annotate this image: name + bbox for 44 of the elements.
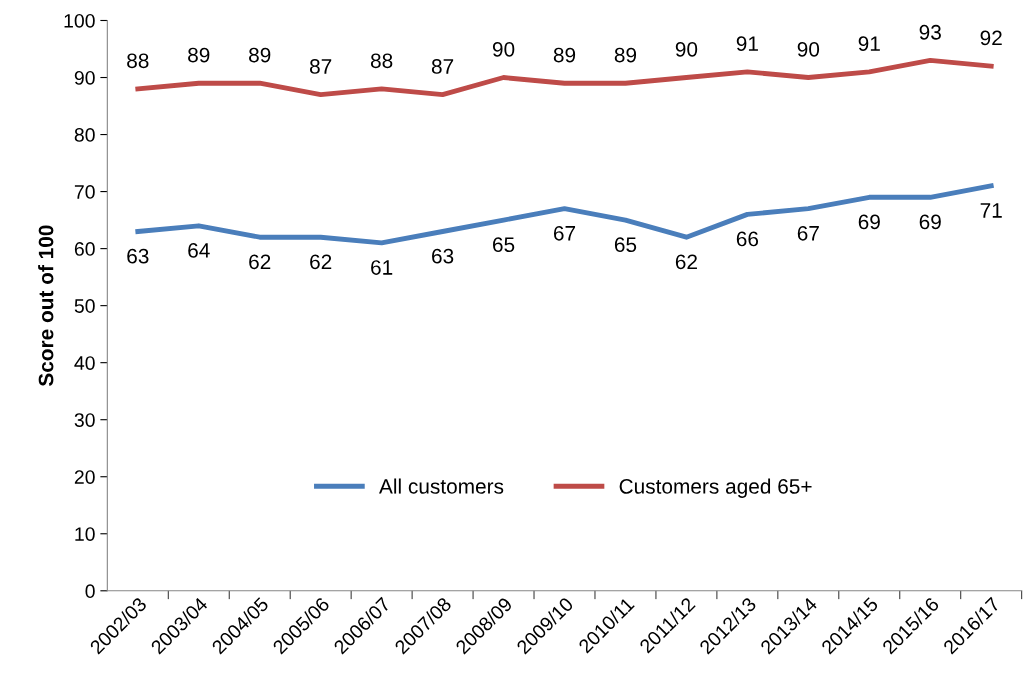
- y-tick-label: 100: [64, 13, 95, 28]
- data-label: 91: [858, 36, 880, 52]
- y-tick-label: 20: [74, 470, 95, 484]
- data-label: 63: [127, 248, 149, 264]
- data-label: 63: [432, 248, 454, 264]
- data-label: 89: [188, 47, 210, 63]
- data-label: 89: [553, 47, 576, 63]
- data-label: 64: [188, 243, 210, 258]
- data-label: 90: [797, 41, 820, 57]
- data-label: 90: [675, 41, 698, 57]
- data-label: 88: [127, 53, 149, 69]
- data-label: 62: [310, 254, 332, 270]
- data-label: 87: [310, 59, 332, 74]
- y-tick-label: 80: [74, 128, 95, 142]
- y-tick-label: 70: [74, 185, 95, 199]
- data-label: 69: [919, 214, 941, 230]
- y-tick-label: 0: [85, 584, 95, 599]
- y-tick-label: 90: [74, 70, 95, 85]
- data-label: 61: [371, 260, 393, 275]
- data-label: 69: [858, 214, 880, 230]
- legend-label: All customers: [379, 478, 504, 494]
- data-label: 88: [370, 53, 393, 69]
- data-label: 66: [736, 231, 759, 247]
- y-tick-label: 10: [75, 527, 95, 541]
- data-label: 91: [736, 36, 758, 52]
- data-label: 93: [919, 24, 941, 40]
- y-tick-label: 40: [74, 356, 95, 370]
- y-axis-title: Score out of 100: [38, 225, 54, 387]
- data-label: 90: [492, 41, 515, 57]
- data-label: 62: [249, 254, 271, 270]
- data-label: 65: [493, 237, 515, 253]
- data-label: 67: [797, 225, 819, 241]
- legend-label: Customers aged 65+: [619, 478, 812, 498]
- data-label: 71: [980, 203, 1002, 218]
- data-label: 89: [614, 47, 637, 63]
- data-label: 92: [980, 30, 1002, 46]
- data-label: 89: [249, 47, 271, 63]
- y-tick-label: 60: [74, 242, 95, 256]
- data-label: 65: [614, 237, 637, 253]
- data-label: 67: [553, 225, 576, 241]
- data-label: 62: [675, 254, 697, 270]
- y-tick-label: 30: [74, 413, 95, 427]
- y-tick-label: 50: [74, 299, 95, 313]
- data-label: 87: [431, 59, 454, 74]
